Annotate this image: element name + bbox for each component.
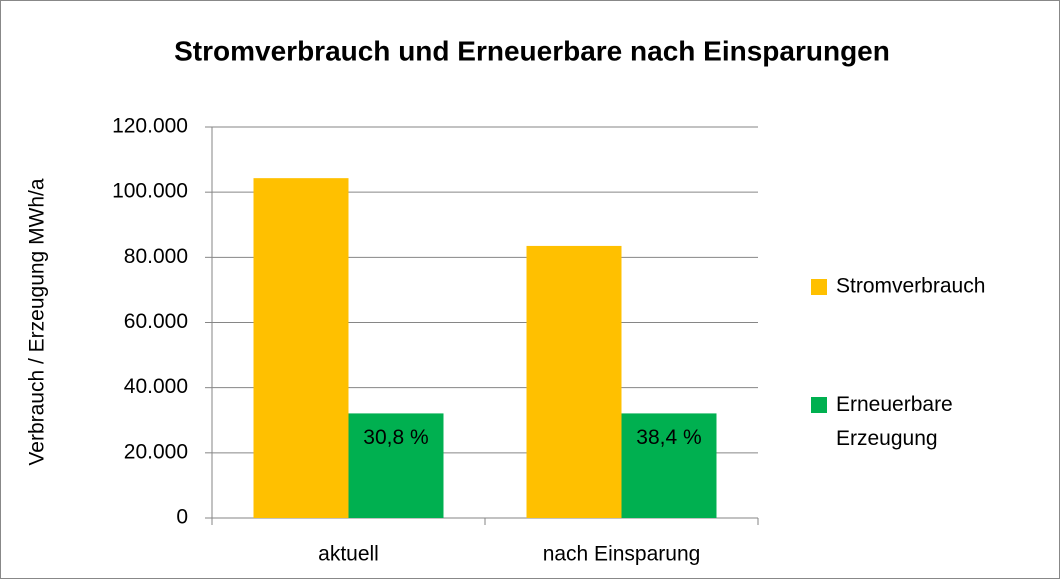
bar (253, 178, 349, 519)
bar (348, 413, 444, 518)
y-tick-label: 100.000 (112, 180, 188, 203)
y-axis-label: Verbrauch / Erzeugung MWh/a (26, 178, 49, 465)
bar-annotation: 30,8 % (363, 426, 428, 449)
x-tick-label: nach Einsparung (543, 543, 701, 566)
bar (526, 245, 622, 518)
legend-label: Stromverbrauch (836, 275, 985, 298)
y-tick-label: 60.000 (124, 310, 188, 333)
y-tick-label: 20.000 (124, 440, 188, 463)
legend-swatch (811, 279, 827, 295)
bar-annotation: 38,4 % (636, 426, 701, 449)
bar (621, 413, 717, 518)
x-tick-label: aktuell (318, 543, 379, 566)
legend-swatch (811, 397, 827, 413)
legend-label: Erneuerbare Erzeugung (836, 393, 953, 450)
y-tick-label: 40.000 (124, 375, 188, 398)
chart-title: Stromverbrauch und Erneuerbare nach Eins… (174, 35, 890, 66)
y-tick-label: 80.000 (124, 245, 188, 268)
y-tick-label: 120.000 (112, 115, 188, 138)
y-tick-label: 0 (176, 506, 188, 529)
